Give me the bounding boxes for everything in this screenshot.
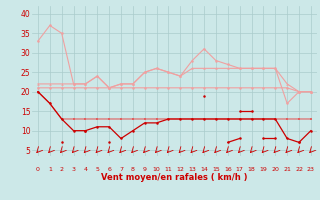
- X-axis label: Vent moyen/en rafales ( km/h ): Vent moyen/en rafales ( km/h ): [101, 174, 248, 182]
